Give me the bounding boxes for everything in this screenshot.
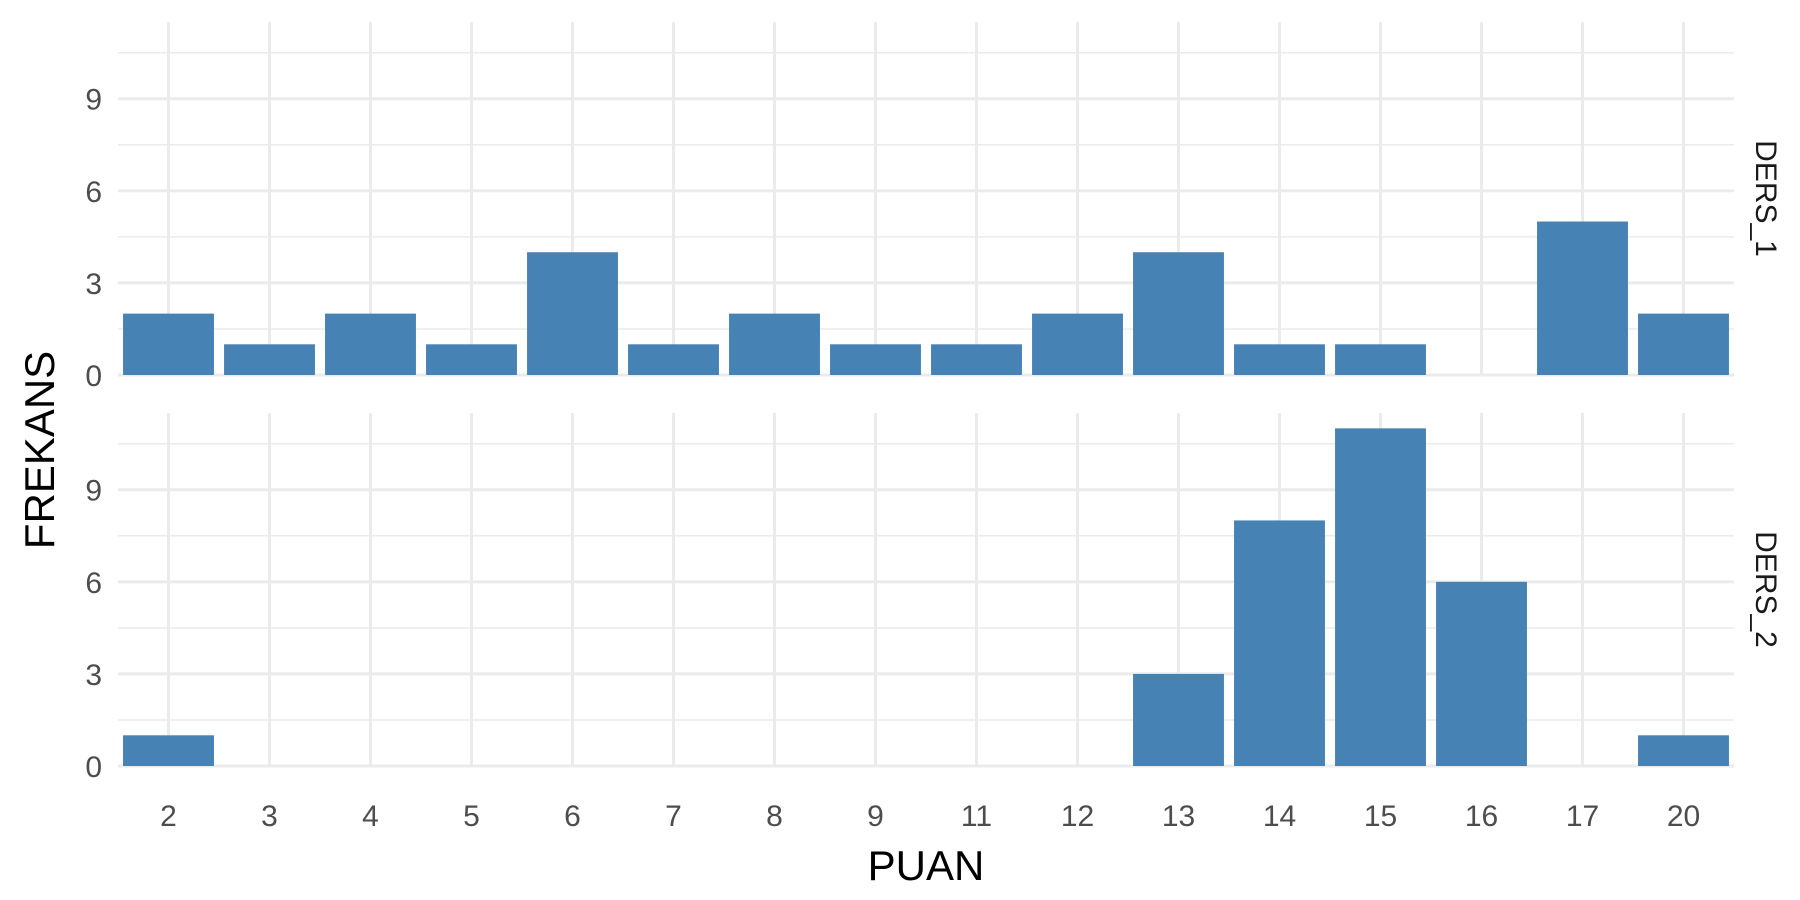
bar-DERS_1-4 <box>325 313 416 375</box>
x-tick-label: 8 <box>766 800 783 833</box>
bar-DERS_1-6 <box>527 252 618 375</box>
x-tick-label: 3 <box>261 800 278 833</box>
bar-DERS_1-11 <box>931 344 1022 375</box>
x-tick-label: 11 <box>961 800 992 833</box>
x-axis-title: PUAN <box>868 842 985 889</box>
x-tick-label: 16 <box>1465 800 1498 833</box>
bar-DERS_1-9 <box>830 344 921 375</box>
bar-DERS_1-7 <box>628 344 719 375</box>
y-tick-label: 9 <box>85 475 102 508</box>
x-tick-label: 17 <box>1566 800 1599 833</box>
bar-DERS_2-2 <box>123 735 214 766</box>
bar-DERS_2-15 <box>1335 428 1426 766</box>
bar-DERS_1-3 <box>224 344 315 375</box>
y-tick-label: 0 <box>85 360 102 393</box>
bar-DERS_1-20 <box>1638 313 1729 375</box>
bar-DERS_2-13 <box>1133 673 1224 766</box>
x-tick-label: 14 <box>1263 800 1296 833</box>
panel-2: 0 3 6 9 DERS_2 <box>85 413 1782 784</box>
bar-DERS_1-8 <box>729 313 820 375</box>
bar-DERS_2-20 <box>1638 735 1729 766</box>
panel-1-strip-label: DERS_1 <box>1749 140 1782 257</box>
y-tick-label: 0 <box>85 751 102 784</box>
x-tick-label: 13 <box>1162 800 1195 833</box>
y-tick-label: 6 <box>85 567 102 600</box>
y-axis-title: FREKANS <box>16 351 63 549</box>
x-tick-label: 9 <box>867 800 884 833</box>
bar-DERS_2-14 <box>1234 520 1325 766</box>
x-tick-label: 20 <box>1667 800 1700 833</box>
bar-DERS_1-13 <box>1133 252 1224 375</box>
bar-DERS_1-2 <box>123 313 214 375</box>
x-tick-label: 5 <box>463 800 480 833</box>
x-tick-label: 6 <box>564 800 581 833</box>
bar-DERS_1-17 <box>1537 221 1628 375</box>
x-tick-label: 4 <box>362 800 379 833</box>
panel-2-y-tick-labels: 0 3 6 9 <box>85 475 102 784</box>
y-tick-label: 3 <box>85 659 102 692</box>
bar-DERS_1-15 <box>1335 344 1426 375</box>
y-tick-label: 9 <box>85 84 102 117</box>
panel-1-bars <box>123 221 1729 375</box>
x-tick-label: 15 <box>1364 800 1397 833</box>
x-tick-label: 2 <box>160 800 177 833</box>
x-tick-label: 12 <box>1061 800 1094 833</box>
panel-1: 0 3 6 9 DERS_1 <box>85 22 1782 393</box>
bar-DERS_1-12 <box>1032 313 1123 375</box>
y-tick-label: 6 <box>85 176 102 209</box>
bar-DERS_1-14 <box>1234 344 1325 375</box>
panel-1-y-tick-labels: 0 3 6 9 <box>85 84 102 393</box>
y-tick-label: 3 <box>85 268 102 301</box>
x-tick-labels: 2 3 4 5 6 7 8 9 11 12 13 14 15 16 17 20 <box>160 800 1700 833</box>
panel-2-bars <box>123 428 1729 766</box>
bar-DERS_1-5 <box>426 344 517 375</box>
panel-2-strip-label: DERS_2 <box>1749 531 1782 648</box>
x-tick-label: 7 <box>665 800 682 833</box>
bar-DERS_2-16 <box>1436 581 1527 766</box>
